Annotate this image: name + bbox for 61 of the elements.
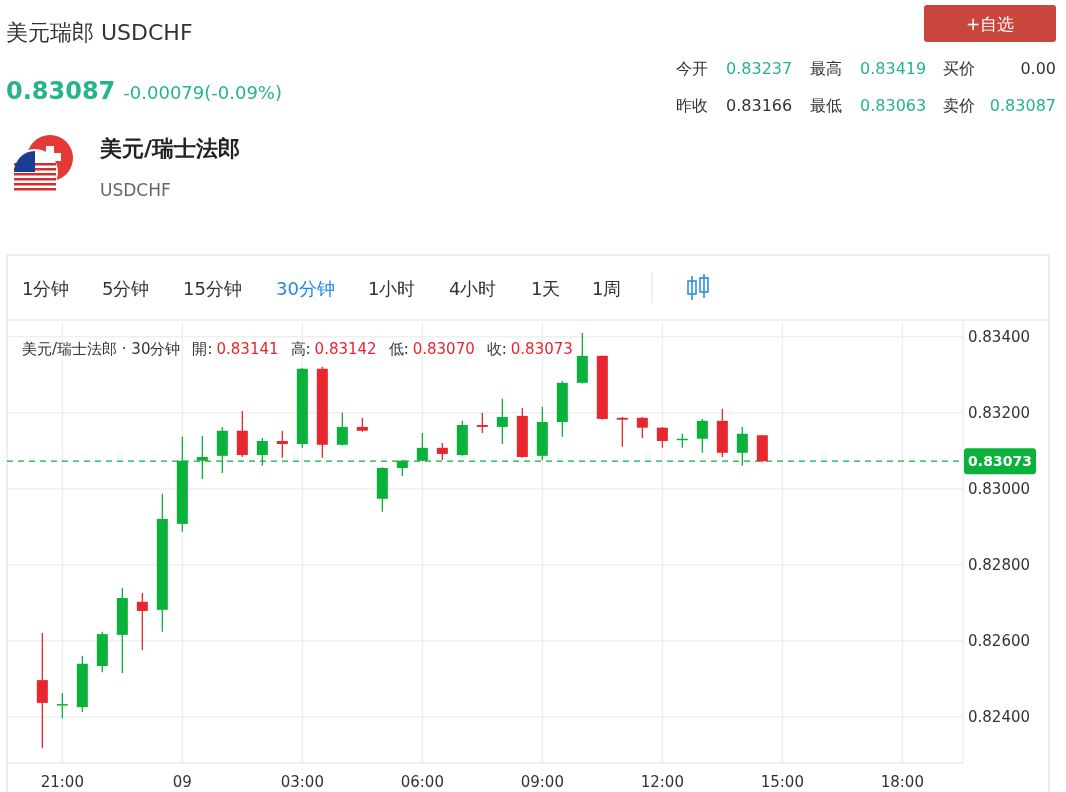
text: USDCHF bbox=[100, 180, 171, 200]
y-tick-label: 0.82400 bbox=[968, 708, 1031, 726]
candlestick bbox=[36, 632, 48, 749]
text: 5分钟 bbox=[102, 278, 150, 299]
text: 15分钟 bbox=[183, 278, 242, 299]
x-tick-label: 03:00 bbox=[280, 773, 324, 791]
y-tick-label: 0.83400 bbox=[968, 327, 1031, 346]
text: 1周 bbox=[592, 278, 622, 299]
text: 1天 bbox=[531, 278, 561, 299]
x-tick-label: 09:00 bbox=[520, 773, 564, 791]
candlestick bbox=[636, 416, 648, 439]
text: 今开 bbox=[676, 59, 708, 78]
candlestick bbox=[136, 592, 148, 651]
candlestick bbox=[336, 412, 348, 447]
candlestick bbox=[56, 692, 68, 719]
annotation: 美元/瑞士法郎 · 30分钟 bbox=[22, 340, 181, 358]
candlestick bbox=[616, 416, 628, 448]
candlestick bbox=[656, 426, 668, 449]
candlestick bbox=[476, 412, 488, 434]
candlestick bbox=[276, 430, 288, 459]
text: 1小时 bbox=[368, 278, 416, 299]
text: 最高 bbox=[810, 59, 842, 78]
annotation: 0.83073 bbox=[510, 340, 573, 358]
x-tick-label: 21:00 bbox=[40, 773, 84, 791]
text: -0.00079(-0.09%) bbox=[123, 82, 282, 103]
text: 4小时 bbox=[449, 278, 497, 299]
text: 昨收 bbox=[676, 96, 708, 115]
text: 0.83063 bbox=[860, 96, 927, 115]
y-tick-label: 0.82800 bbox=[968, 555, 1031, 574]
y-tick-label: 0.83000 bbox=[968, 479, 1031, 498]
text: 买价 bbox=[943, 59, 975, 78]
annotation: 0.83070 bbox=[412, 340, 475, 358]
text: 1分钟 bbox=[22, 278, 70, 299]
candlestick bbox=[496, 398, 508, 445]
annotation: 收: bbox=[486, 340, 507, 358]
text: +自选 bbox=[965, 14, 1015, 34]
x-tick-label: 09 bbox=[172, 773, 192, 791]
text: 0.83087 bbox=[989, 96, 1056, 115]
x-tick-label: 06:00 bbox=[400, 773, 444, 791]
text: 0.83237 bbox=[726, 59, 793, 78]
x-tick-label: 12:00 bbox=[640, 773, 684, 791]
text: 0.83087 bbox=[6, 77, 116, 105]
y-tick-label: 0.82600 bbox=[968, 631, 1031, 650]
annotation: 0.83141 bbox=[216, 340, 279, 358]
y-tick-label: 0.83200 bbox=[968, 403, 1031, 422]
text: 0.83419 bbox=[860, 59, 927, 78]
text: 0.83166 bbox=[726, 96, 793, 115]
text: 美元/瑞士法郎 bbox=[99, 136, 241, 161]
annotation: 高: bbox=[290, 340, 311, 358]
candlestick bbox=[696, 418, 708, 454]
text: 0.00 bbox=[1020, 59, 1056, 78]
annotation: 低: bbox=[388, 340, 409, 358]
text: 30分钟 bbox=[276, 278, 335, 299]
text: 卖价 bbox=[943, 96, 975, 115]
ref-line-label: 0.83073 bbox=[968, 453, 1032, 470]
annotation: 開: bbox=[192, 340, 213, 358]
annotation: 0.83142 bbox=[314, 340, 377, 358]
chart-title: 美元瑞郎 USDCHF bbox=[6, 20, 193, 45]
x-tick-label: 15:00 bbox=[760, 773, 804, 791]
x-tick-label: 18:00 bbox=[880, 773, 924, 791]
text: 最低 bbox=[810, 96, 842, 115]
